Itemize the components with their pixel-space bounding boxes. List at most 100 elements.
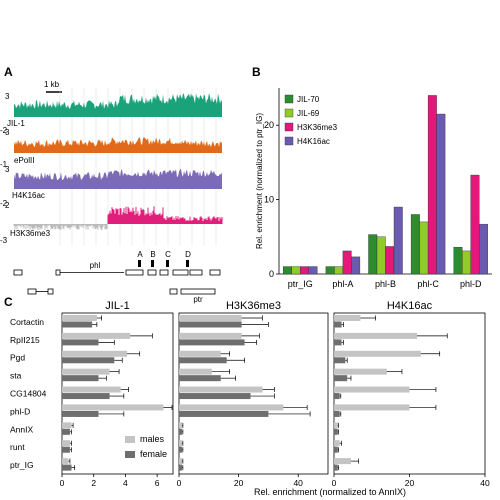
chart-c-bar-female — [62, 464, 72, 471]
chart-c-category-label: runt — [10, 442, 25, 452]
chart-c-xlabel: Rel. enrichment (normalized to AnnIX) — [254, 487, 406, 497]
chart-b-y-tick-label: 10 — [264, 195, 274, 205]
chart-c-bar-males — [179, 422, 182, 429]
chart-c-bar-female — [62, 357, 115, 364]
chart-c-bar-males — [334, 332, 418, 339]
chart-c-bar-males — [334, 368, 387, 375]
chart-c-x-tick-label: 0 — [332, 478, 337, 488]
chart-c-bar-female — [179, 464, 182, 471]
chart-b-bar — [291, 266, 301, 275]
chart-c-subplots: JIL-1 0 2 4 6 H3K36me3 0 20 40 H4K16ac 0 20 40 — [60, 300, 490, 488]
track-h4k16ac-label: H4K16ac — [12, 191, 45, 200]
chart-c-bar-female — [179, 321, 242, 328]
chart-c-bar-female — [334, 446, 338, 453]
chart-c-bar-female — [62, 393, 110, 400]
chart-b-x-tick-label: phl-C — [417, 279, 439, 289]
chart-c-subplot-title: H3K36me3 — [226, 300, 281, 312]
amplicon-label-c: C — [165, 250, 171, 259]
chart-b-bar — [462, 250, 471, 275]
chart-c-category-label: RpII215 — [10, 335, 40, 345]
chart-c-bar-males — [62, 386, 121, 393]
chart-b-bar — [325, 266, 335, 275]
chart-b-bar — [470, 174, 480, 275]
chart-b-y-tick-label: 0 — [269, 269, 274, 279]
gene-exon — [159, 269, 169, 276]
chart-c-category-label: phl-D — [10, 406, 30, 416]
gene-label-phl: phl — [90, 261, 101, 270]
chart-c-bar-female — [334, 339, 342, 346]
chart-c-category-labels: Cortactin RpII215 Pgd sta CG14804 phl-D AnnIX r… — [10, 317, 47, 470]
panel-label-c: C — [4, 295, 13, 309]
amplicon-label-b: B — [150, 250, 155, 259]
chart-c-subplot: H3K36me3 0 20 40 — [177, 300, 329, 488]
chart-c-category-label: Pgd — [10, 353, 25, 363]
chart-c-bar-female — [179, 357, 227, 364]
gene-exon — [209, 269, 221, 276]
chart-c-subplot: JIL-1 0 2 4 6 — [60, 300, 174, 488]
chart-b-legend-swatch — [284, 122, 294, 132]
chart-c-category-label: ptr_IG — [10, 460, 34, 470]
chart-c-bar-males — [179, 440, 182, 447]
chart-c-bar-female — [334, 357, 346, 364]
panel-a-genome-browser: 1 kb 3 -2 JIL-1 3 -1 ePolII 3 -2 H4K16ac… — [0, 80, 223, 304]
chart-c-subplot: H4K16ac 0 20 40 — [332, 300, 490, 488]
amplicon-markers: A B C D — [137, 250, 191, 267]
track-h4k16ac-signal — [14, 169, 222, 189]
amplicon-mark-a — [138, 260, 141, 267]
chart-b-x-tick-label: phl-D — [460, 279, 482, 289]
track-h3k36me3-label: H3K36me3 — [10, 229, 51, 238]
chart-b-x-tick-label: ptr_IG — [288, 279, 313, 289]
chart-c-category-label: sta — [10, 371, 22, 381]
amplicon-label-a: A — [137, 250, 143, 259]
chart-b-legend-swatch — [284, 136, 294, 146]
track-jil1-ymin: -2 — [0, 126, 8, 135]
gene-exon — [47, 288, 54, 295]
chart-c-bar-female — [334, 393, 340, 400]
chart-b-legend-label: H3K36me3 — [297, 123, 338, 132]
chart-c-bar-males — [62, 315, 97, 321]
chart-c-bar-males — [62, 422, 72, 429]
chart-b-bar — [334, 266, 344, 275]
track-h3k36me3-ymax: 2 — [5, 201, 10, 210]
chart-c-bar-males — [334, 315, 361, 321]
chart-c-bar-female — [334, 410, 340, 417]
chart-c-x-tick-label: 40 — [293, 478, 303, 488]
chart-c-bar-males — [179, 315, 242, 321]
gene-exon — [125, 269, 144, 276]
chart-c-bar-female — [179, 375, 221, 382]
chart-c-bar-males — [179, 386, 263, 393]
chart-b-bar — [385, 246, 395, 275]
chart-b-legend-label: H4K16ac — [297, 137, 330, 146]
gene-exon — [55, 269, 61, 276]
chart-c-bar-female — [62, 321, 93, 328]
chart-c-x-tick-label: 6 — [155, 478, 160, 488]
chart-b-legend-label: JIL-69 — [297, 109, 320, 118]
gene-exon — [172, 269, 189, 276]
chart-b-x-tick-label: phl-A — [332, 279, 353, 289]
gene-models: phl ptr — [13, 261, 221, 304]
track-epolii-signal — [14, 137, 222, 153]
chart-c-bar-males — [334, 422, 338, 429]
track-epolii-ymax: 3 — [5, 128, 10, 137]
chart-b-bar — [410, 214, 420, 275]
chart-b-legend-label: JIL-70 — [297, 95, 320, 104]
chart-c-bar-female — [62, 446, 70, 453]
track-epolii-label: ePolII — [14, 156, 34, 165]
chart-b-ylabel: Rel. enrichment (normalized to ptr_IG) — [255, 113, 264, 249]
gene-exon-ptr — [180, 288, 216, 295]
chart-c-bar-males — [179, 350, 221, 357]
chart-b-bar — [419, 221, 429, 275]
chart-c-bar-males — [334, 404, 410, 411]
chart-c-bar-males — [179, 368, 212, 375]
chart-c-x-tick-label: 40 — [480, 478, 490, 488]
chart-b-bar — [453, 247, 463, 275]
chart-c-bar-female — [62, 410, 99, 417]
chart-c-bar-males — [62, 350, 128, 357]
chart-b-x-tick-label: phl-B — [375, 279, 396, 289]
chart-b-legend-swatch — [284, 108, 294, 118]
chart-c-bar-males — [179, 404, 284, 411]
track-h3k36me3-ymin: -3 — [0, 236, 8, 245]
chart-b-bar — [300, 266, 309, 275]
panel-label-b: B — [252, 65, 261, 79]
